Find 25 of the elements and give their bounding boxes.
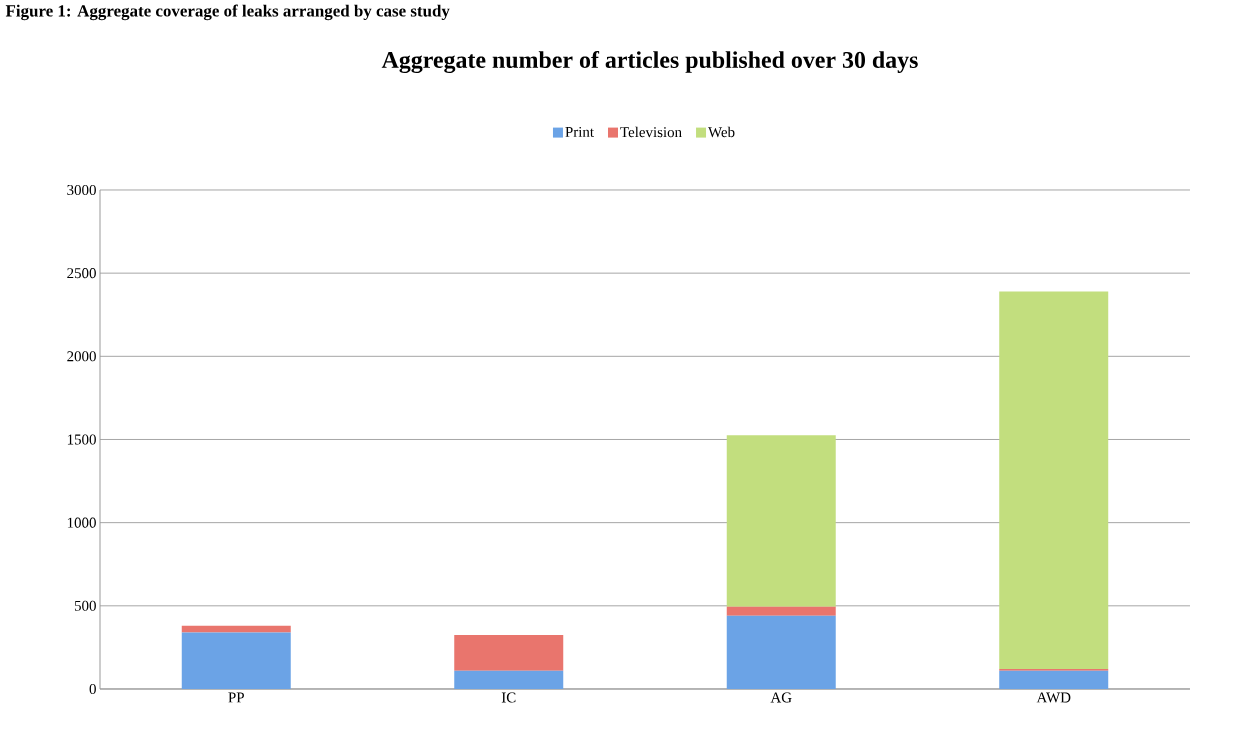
y-tick-label: 2000 xyxy=(67,351,96,362)
bar xyxy=(999,291,1109,670)
legend-label: Television xyxy=(620,126,682,138)
legend-label: Print xyxy=(565,126,594,137)
bar xyxy=(181,632,291,689)
legend-label: Web xyxy=(708,126,735,138)
y-tick-label: 3000 xyxy=(67,184,96,196)
y-tick-label: 1500 xyxy=(67,434,96,445)
caption: Figure 1: Aggregate coverage of leaks arranged by case study xyxy=(5,4,450,21)
x-tick-label: AG xyxy=(770,692,792,703)
bar xyxy=(726,606,836,616)
y-tick-label: 0 xyxy=(89,683,96,695)
y-tick-label: 500 xyxy=(74,600,96,611)
y-tick-label: 2500 xyxy=(67,268,96,279)
bar xyxy=(454,634,564,671)
x-tick-label: IC xyxy=(501,692,516,703)
bar xyxy=(454,670,564,689)
chart-title: Aggregate number of articles published over 30 days xyxy=(381,50,918,74)
x-tick-label: AWD xyxy=(1036,692,1071,703)
bar xyxy=(999,670,1109,689)
bar xyxy=(726,615,836,689)
bar xyxy=(181,625,291,633)
bar xyxy=(726,435,836,607)
x-tick-label: PP xyxy=(228,692,244,703)
y-tick-label: 1000 xyxy=(67,517,96,528)
